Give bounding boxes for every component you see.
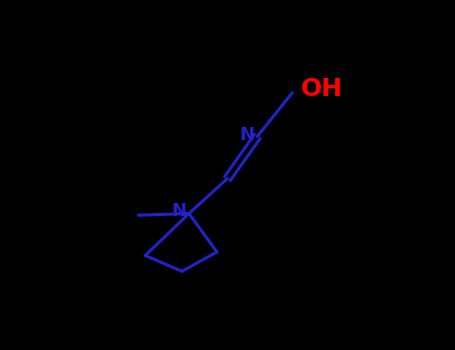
Text: N: N	[172, 202, 187, 220]
Text: OH: OH	[301, 77, 343, 101]
Text: N: N	[239, 126, 254, 144]
